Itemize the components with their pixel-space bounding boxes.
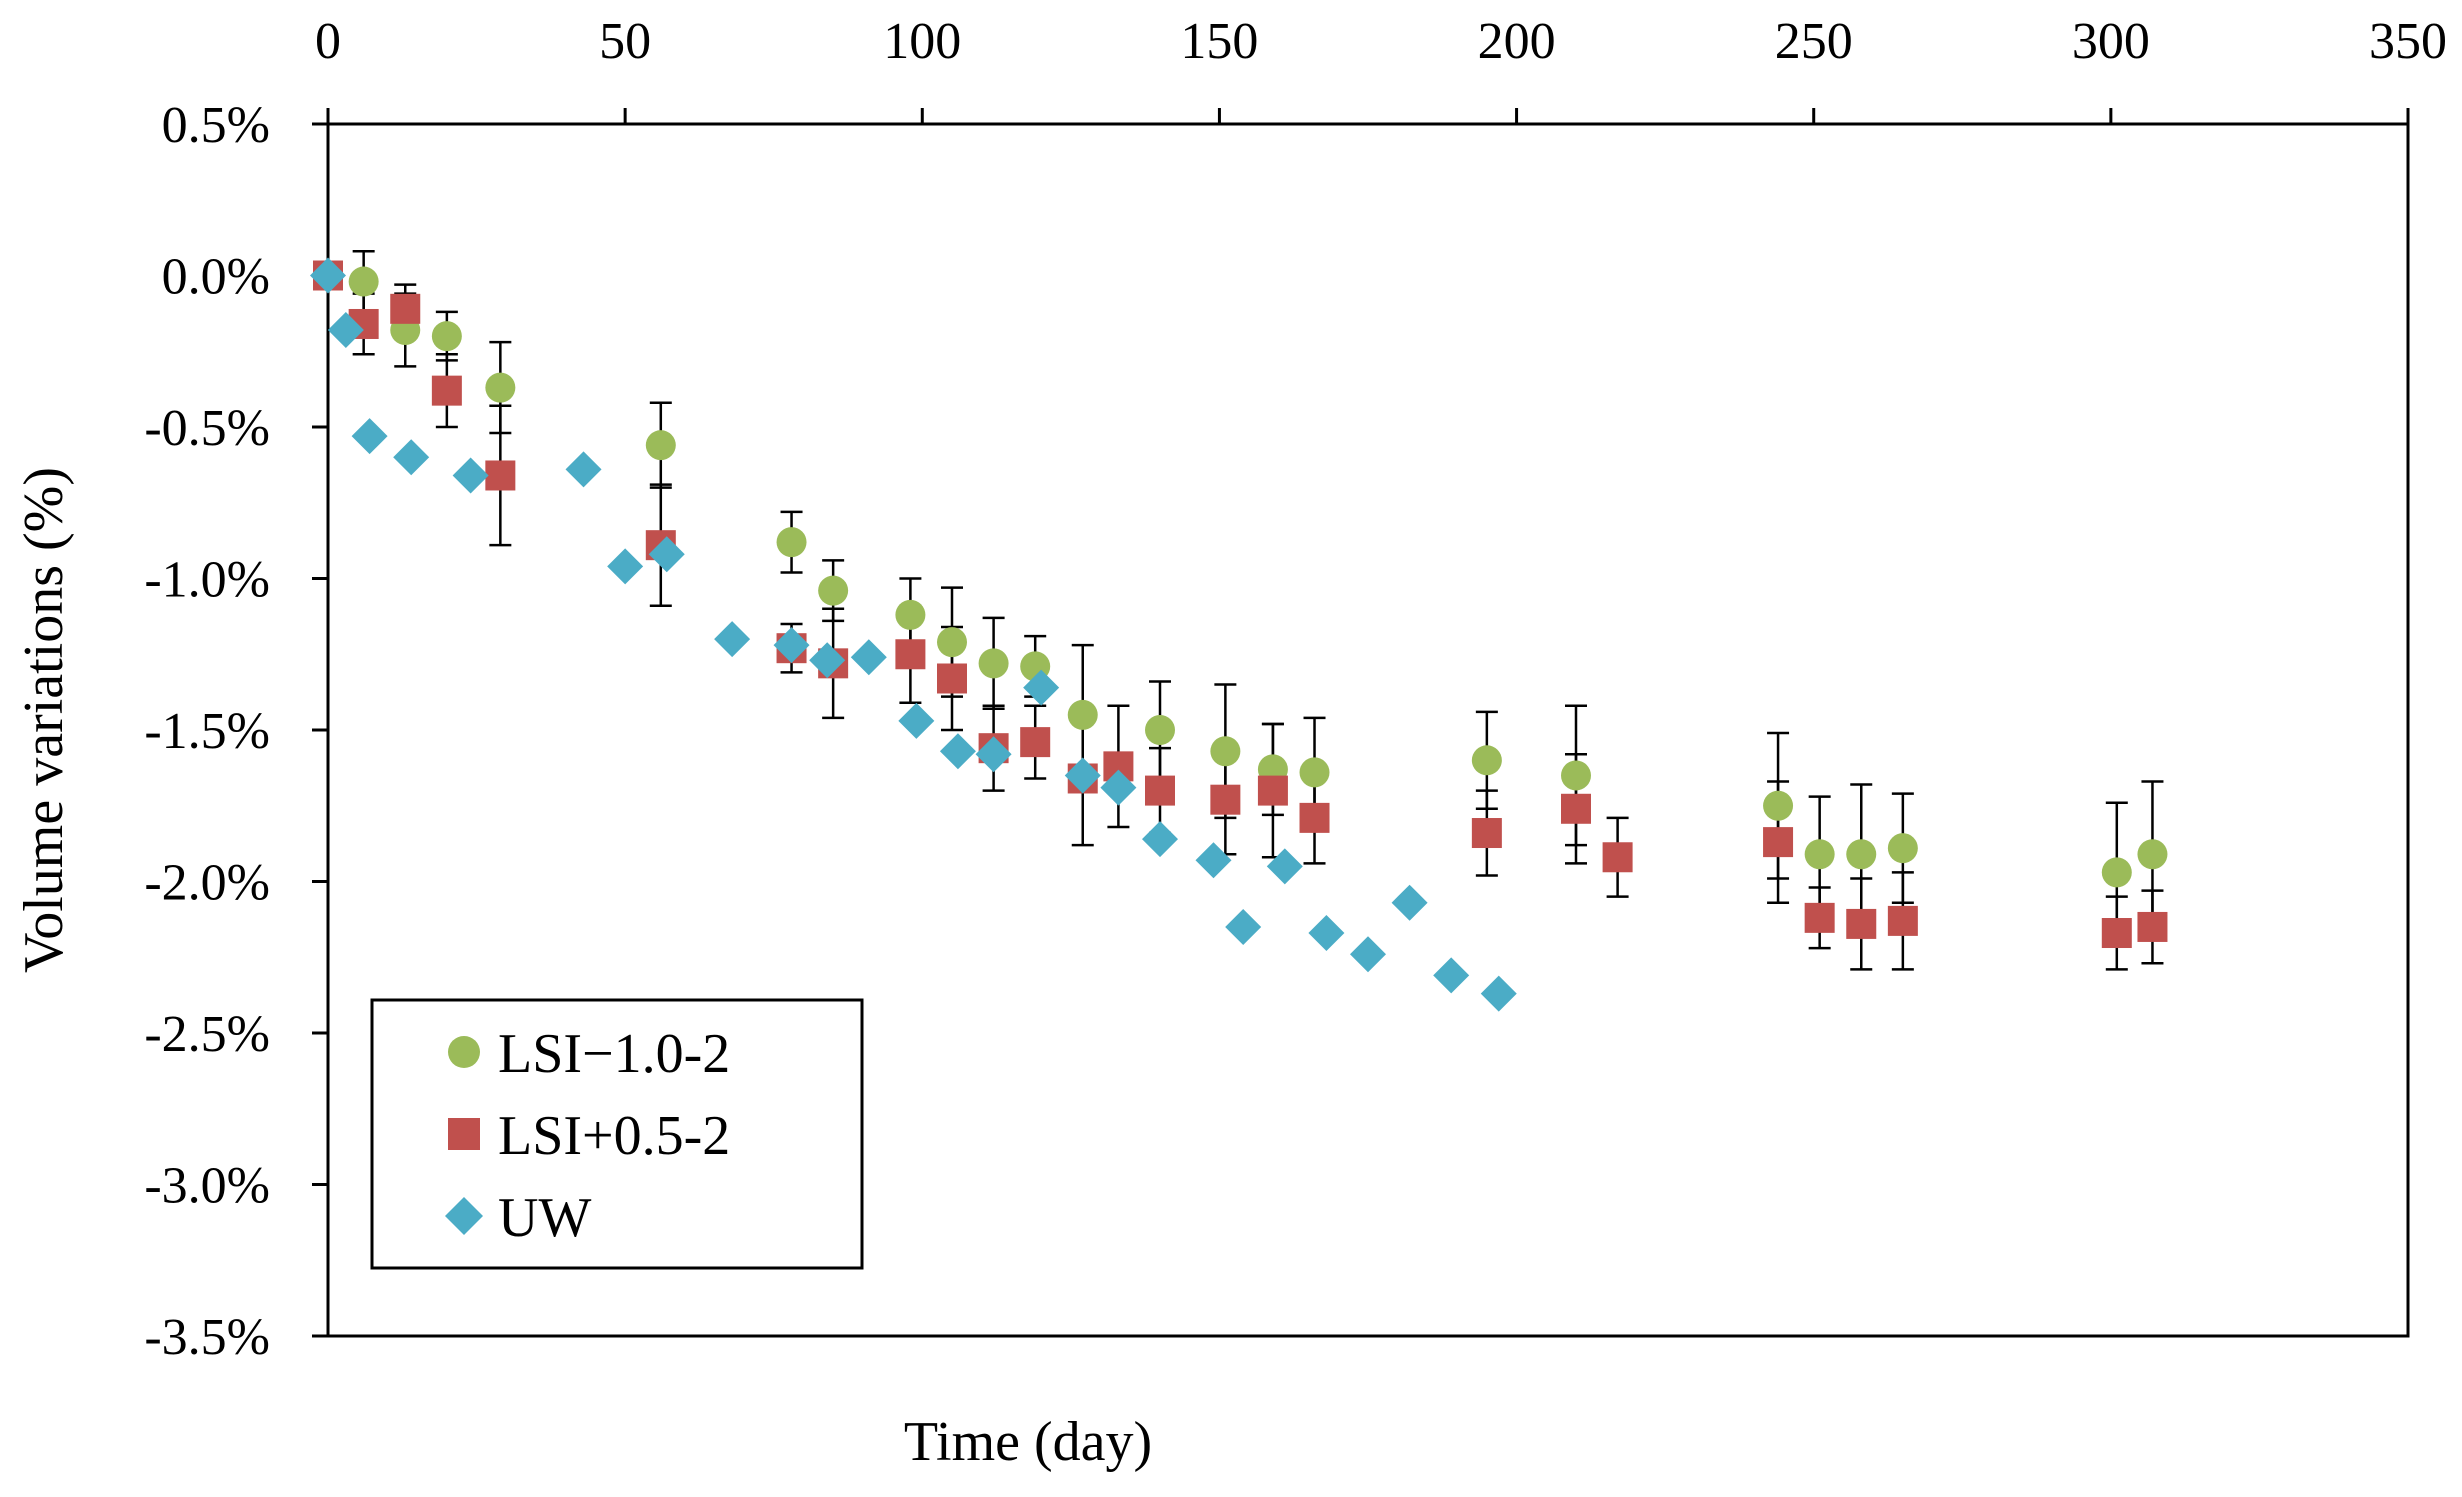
lsi-plus-point (895, 639, 926, 670)
lsi-plus-point (1471, 818, 1502, 849)
x-tick-label: 350 (2369, 13, 2447, 70)
legend-marker-lsi-plus (448, 1118, 480, 1150)
lsi-minus-point (2101, 857, 2132, 888)
legend-marker-lsi-minus (448, 1036, 480, 1068)
uw-point (850, 639, 887, 676)
legend: LSI−1.0-2 LSI+0.5-2 UW (370, 998, 864, 1270)
lsi-minus-point (645, 430, 676, 461)
lsi-plus-point (390, 293, 421, 324)
y-tick-label: -2.0% (144, 855, 270, 912)
y-tick-label: -3.0% (144, 1158, 270, 1215)
y-tick-label: 0.0% (162, 249, 270, 306)
uw-point (1350, 936, 1386, 973)
error-bars (352, 250, 2164, 971)
x-tick-label: 200 (1478, 13, 1556, 70)
uw-point (1308, 915, 1345, 952)
lsi-minus-point (1299, 757, 1330, 788)
legend-marker-uw (445, 1197, 483, 1235)
lsi-plus-point (485, 460, 516, 491)
lsi-minus-point (818, 575, 849, 606)
data-points (310, 257, 2168, 1012)
lsi-plus-point (1846, 908, 1877, 939)
x-tick-label: 100 (883, 13, 961, 70)
uw-point (773, 627, 810, 664)
lsi-minus-point (1887, 833, 1918, 864)
lsi-plus-point (1020, 727, 1051, 758)
lsi-minus-point (1804, 839, 1835, 870)
x-tick-label: 50 (599, 13, 651, 70)
uw-point (1225, 908, 1262, 945)
x-axis: 0 50 100 150 200 250 300 350 (315, 13, 2447, 124)
lsi-minus-point (1145, 715, 1175, 745)
lsi-minus-point (2137, 839, 2168, 870)
uw-point (809, 642, 846, 679)
uw-point (1023, 669, 1060, 706)
y-tick-label: -1.0% (144, 552, 270, 609)
uw-point (1064, 757, 1101, 794)
lsi-plus-point (1763, 827, 1794, 858)
x-axis-title: Time (day) (904, 1411, 1152, 1473)
uw-point (1195, 842, 1232, 879)
y-tick-label: -2.5% (144, 1006, 270, 1063)
lsi-plus-point (1602, 842, 1633, 873)
lsi-plus-point (1804, 902, 1835, 933)
uw-point (351, 418, 388, 455)
y-axis-title: Volume variations (%) (13, 467, 75, 973)
lsi-minus-point (1561, 760, 1591, 791)
legend-label: LSI−1.0-2 (498, 1023, 730, 1085)
uw-point (310, 257, 346, 294)
uw-point (327, 312, 364, 349)
lsi-plus-point (1561, 793, 1591, 824)
legend-label: LSI+0.5-2 (498, 1105, 730, 1167)
y-tick-label: -0.5% (144, 400, 270, 457)
lsi-plus-point (1210, 784, 1241, 815)
y-tick-label: -3.5% (144, 1309, 270, 1366)
lsi-minus-point (1067, 699, 1098, 730)
x-tick-label: 250 (1775, 13, 1853, 70)
lsi-plus-point (1145, 775, 1175, 806)
x-tick-label: 300 (2072, 13, 2150, 70)
lsi-minus-point (348, 266, 379, 297)
lsi-plus-point (1257, 775, 1288, 806)
y-tick-label: -1.5% (144, 703, 270, 760)
y-axis: 0.5% 0.0% -0.5% -1.0% -1.5% -2.0% -2.5% -3.0% -3… (144, 97, 328, 1366)
uw-point (393, 439, 430, 476)
uw-point (975, 736, 1012, 773)
uw-point (648, 536, 685, 573)
uw-point (1391, 884, 1428, 921)
lsi-minus-point (485, 372, 516, 403)
lsi-minus-point (1210, 736, 1241, 767)
uw-point (607, 548, 644, 585)
lsi-plus-point (2101, 918, 2132, 949)
uw-point (1100, 769, 1137, 806)
uw-point (1142, 821, 1178, 858)
uw-point (714, 621, 751, 658)
lsi-minus-point (1471, 745, 1502, 776)
x-tick-label: 0 (315, 13, 341, 70)
lsi-plus-point (937, 663, 967, 694)
uw-point (898, 702, 935, 739)
x-tick-label: 150 (1180, 13, 1258, 70)
lsi-minus-point (895, 599, 926, 630)
uw-point (1266, 848, 1303, 885)
uw-point (452, 457, 489, 494)
uw-point (939, 733, 976, 770)
lsi-minus-point (431, 321, 462, 352)
lsi-plus-point (1887, 905, 1918, 936)
legend-label: UW (498, 1187, 591, 1249)
lsi-plus-point (1299, 802, 1330, 833)
lsi-minus-point (1846, 839, 1877, 870)
lsi-minus-point (776, 527, 807, 558)
lsi-minus-point (978, 648, 1009, 679)
lsi-plus-point (431, 375, 462, 406)
uw-point (1433, 957, 1470, 994)
uw-point (565, 451, 602, 488)
y-tick-label: 0.5% (162, 97, 270, 154)
lsi-minus-point (937, 627, 967, 658)
lsi-plus-point (2137, 911, 2168, 942)
lsi-minus-point (1763, 790, 1794, 821)
uw-point (1480, 975, 1517, 1012)
